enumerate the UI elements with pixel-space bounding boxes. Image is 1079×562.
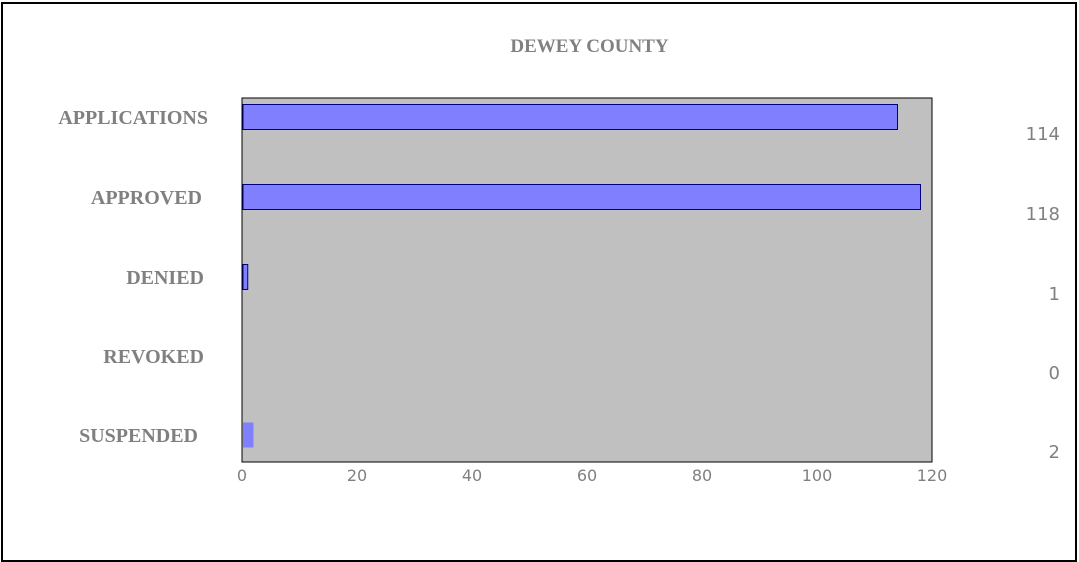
category-label: APPROVED (91, 187, 202, 209)
value-label: 1 (1049, 284, 1060, 305)
plot-area (241, 97, 933, 463)
value-labels-group: 114 118 1 0 2 (1026, 124, 1060, 463)
x-tick-label: 60 (577, 466, 597, 485)
category-labels-group: APPLICATIONS APPROVED DENIED REVOKED SUSPEND… (58, 107, 208, 447)
x-tick-labels-group: 0 20 40 60 80 100 120 (237, 466, 947, 485)
x-tick-label: 120 (917, 466, 948, 485)
category-label: REVOKED (103, 346, 204, 368)
bar-denied (242, 264, 249, 290)
x-tick-label: 80 (692, 466, 712, 485)
category-label: APPLICATIONS (58, 107, 208, 129)
x-tick-label: 40 (462, 466, 482, 485)
value-label: 114 (1026, 124, 1060, 145)
value-label: 2 (1049, 442, 1060, 463)
x-tick-label: 100 (802, 466, 833, 485)
x-tick-label: 20 (347, 466, 367, 485)
bar-approved (242, 184, 921, 210)
bars-group (242, 104, 921, 448)
value-label: 0 (1049, 363, 1060, 384)
x-tick-label: 0 (237, 466, 247, 485)
category-label: SUSPENDED (79, 425, 198, 447)
value-label: 118 (1026, 204, 1060, 225)
bar-applications (242, 104, 898, 130)
chart-title: DEWEY COUNTY (510, 36, 669, 57)
bar-suspended (243, 422, 254, 448)
category-label: DENIED (126, 267, 204, 289)
bar-chart: APPLICATIONS APPROVED DENIED REVOKED SUSPEND… (58, 97, 1060, 485)
